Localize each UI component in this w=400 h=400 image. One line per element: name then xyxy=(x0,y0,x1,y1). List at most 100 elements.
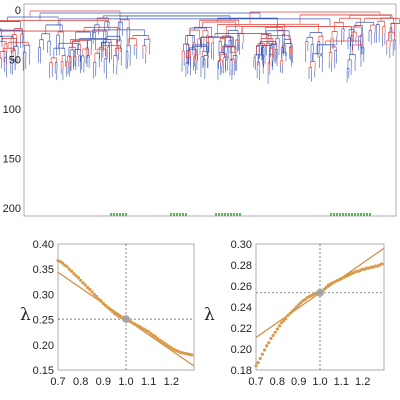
scatter-right-data-point xyxy=(290,309,294,313)
scatter-right-y-label: λ xyxy=(204,305,215,325)
scatter-right-x-tick-label: 1.0 xyxy=(312,376,327,388)
scatter-right-data-point xyxy=(258,356,262,361)
scatter-right-x-tick-label: 1.1 xyxy=(334,376,349,388)
scatter-left-data-point xyxy=(92,292,96,296)
tree-leaf-tip xyxy=(363,213,365,216)
scatter-left-data-point xyxy=(115,313,119,317)
scatter-left-data-point xyxy=(147,330,151,334)
tree-leaf-tip xyxy=(233,213,235,216)
scatter-right-data-point xyxy=(288,311,292,315)
tree-leaf-tip xyxy=(218,213,220,216)
scatter-left-data-point xyxy=(165,343,169,347)
scatter-right-data-point xyxy=(297,303,301,307)
scatter-left-data-point xyxy=(158,338,162,342)
tree-y-tick-label: 50 xyxy=(9,55,21,67)
scatter-left-data-point xyxy=(81,281,85,285)
scatter-left-data-point xyxy=(67,267,71,271)
scatter-left-y-tick-label: 0.30 xyxy=(33,289,54,301)
scatter-left-content: 0.7 0.8 0.9 1.0 1.1 1.2 0.15 0.20 0.25 0.30 0.35 0.… xyxy=(33,239,195,388)
tree-y-axis: 0 50 100 150 200 xyxy=(3,5,21,215)
scatter-right-content: 0.7 0.8 0.9 1.0 1.1 1.2 0.18 0.20 0.22 0.24 0.26 0.… xyxy=(231,239,385,388)
tree-leaf-tip xyxy=(357,213,359,216)
scatter-right-data-point xyxy=(292,307,296,311)
scatter-right-x-tick-label: 1.2 xyxy=(355,376,370,388)
scatter-left-data-point xyxy=(160,340,164,344)
scatter-left-y-tick-label: 0.35 xyxy=(33,264,54,276)
scatter-right-reference-marker xyxy=(316,288,324,297)
scatter-left-data-point xyxy=(83,283,87,287)
scatter-left-data-point xyxy=(142,327,146,331)
scatter-left-data-point xyxy=(60,261,65,265)
tree-leaf-tip xyxy=(366,213,368,216)
tree-leaf-tip xyxy=(119,213,121,216)
scatter-left-data-point xyxy=(149,332,153,336)
scatter-left-data-point xyxy=(153,335,158,339)
scatter-left-data-point xyxy=(99,299,103,303)
scatter-right-data-point xyxy=(294,305,299,309)
scatter-left-x-tick-label: 1.0 xyxy=(118,376,133,388)
tree-leaf-tip xyxy=(342,213,344,216)
tree-leaf-tip xyxy=(182,213,184,216)
scatter-left-data-point xyxy=(85,285,90,289)
scatter-panel-left: λ 0.7 0.8 0.9 1.0 1.1 1.2 0.15 0.20 0.25 0.30 0.35… xyxy=(20,239,195,388)
tree-leaf-tip xyxy=(339,213,341,216)
scatter-right-data-point xyxy=(380,262,384,266)
scatter-right-data-point xyxy=(277,324,282,328)
tree-leaf-tip xyxy=(351,213,353,216)
scatter-right-data-point xyxy=(286,313,290,317)
scatter-left-data-point xyxy=(106,305,110,310)
scatter-left-data-point xyxy=(58,260,62,264)
scatter-left-y-tick-label: 0.15 xyxy=(33,365,54,377)
tree-branches xyxy=(0,10,400,216)
tree-leaf-tip xyxy=(179,213,181,216)
scatter-right-data-point xyxy=(324,285,328,289)
scatter-right-y-tick-label: 0.22 xyxy=(231,323,252,335)
scatter-right-y-tick-label: 0.30 xyxy=(231,239,252,251)
tree-y-tick-label: 100 xyxy=(3,104,21,116)
scatter-left-data-point xyxy=(151,333,155,337)
scatter-left-x-tick-label: 0.9 xyxy=(96,376,111,388)
scatter-right-data-point xyxy=(271,333,275,337)
tree-leaf-tip xyxy=(173,213,175,216)
scatter-left-x-tick-label: 1.2 xyxy=(164,376,179,388)
scatter-right-data-point xyxy=(256,361,260,365)
scatter-left-x-tick-label: 0.8 xyxy=(73,376,88,388)
scatter-left-y-tick-label: 0.40 xyxy=(33,239,54,251)
tree-leaf-tip xyxy=(125,213,127,216)
scatter-left-data-point xyxy=(113,311,117,316)
scatter-left-data-point xyxy=(156,337,160,341)
tree-leaf-tip xyxy=(336,213,338,216)
scatter-right-data-point xyxy=(299,301,303,305)
scatter-right-frame xyxy=(255,243,385,371)
scatter-right-data-point xyxy=(322,287,326,291)
scatter-left-data-point xyxy=(76,276,80,280)
tree-leaf-tip xyxy=(215,213,217,216)
scatter-left-data-point xyxy=(88,287,92,291)
scatter-left-data-point xyxy=(65,265,69,269)
scatter-right-y-tick-label: 0.24 xyxy=(231,302,252,314)
scatter-left-data-point xyxy=(104,303,108,308)
scatter-right-y-tick-label: 0.26 xyxy=(231,281,252,293)
scatter-right-y-tick-label: 0.20 xyxy=(231,344,252,356)
scatter-right-y-tick-label: 0.28 xyxy=(231,260,252,272)
scatter-left-data-point xyxy=(133,322,137,326)
scatter-right-data-point xyxy=(284,316,288,321)
scatter-left-reference-marker xyxy=(122,315,130,324)
tree-leaf-tip xyxy=(122,213,124,216)
scatter-left-data-point xyxy=(63,263,67,267)
tree-leaf-tip xyxy=(185,213,187,216)
scatter-left-data-point xyxy=(79,278,83,282)
tree-leaf-tip xyxy=(360,213,362,216)
scatter-right-data-point xyxy=(260,352,264,356)
tree-leaf-tip xyxy=(239,213,241,216)
scatter-right-x-tick-label: 0.8 xyxy=(270,376,285,388)
tree-leaf-tip xyxy=(227,213,229,216)
scatter-right-data-point xyxy=(269,336,273,341)
tree-leaf-tip xyxy=(221,213,223,216)
scatter-left-data-point xyxy=(108,307,112,312)
scatter-left-data-point xyxy=(167,344,171,348)
scatter-right-data-point xyxy=(262,348,267,352)
tree-panel: 0 50 100 150 200 xyxy=(0,3,400,217)
scatter-left-x-tick-label: 0.7 xyxy=(50,376,65,388)
tree-leaf-tip xyxy=(110,213,112,216)
